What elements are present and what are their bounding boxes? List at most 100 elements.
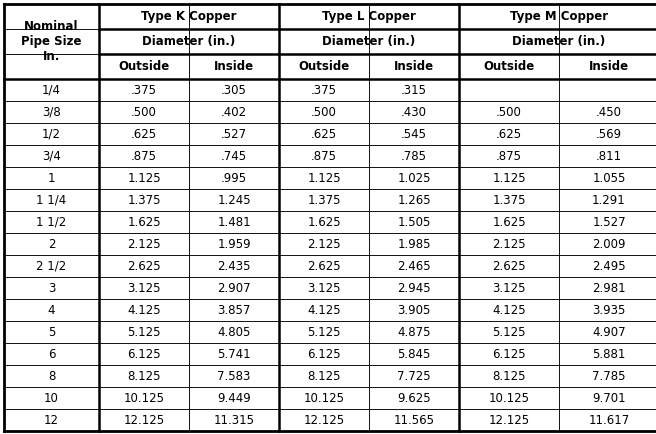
Bar — [279, 365, 369, 387]
Text: 2.125: 2.125 — [492, 237, 526, 250]
Text: 10.125: 10.125 — [304, 391, 344, 404]
Text: 4.907: 4.907 — [592, 326, 626, 339]
Text: 5.881: 5.881 — [592, 348, 626, 361]
Text: .402: .402 — [221, 105, 247, 118]
Bar — [189, 79, 279, 101]
Text: .500: .500 — [131, 105, 157, 118]
Text: 3.905: 3.905 — [398, 303, 431, 316]
Bar — [189, 233, 279, 255]
Bar — [369, 123, 459, 145]
Text: 8: 8 — [48, 369, 55, 382]
Bar — [459, 29, 559, 54]
Bar — [459, 54, 559, 79]
Bar — [279, 321, 369, 343]
Bar — [4, 167, 99, 189]
Text: .430: .430 — [401, 105, 427, 118]
Text: 4.805: 4.805 — [217, 326, 251, 339]
Bar — [279, 123, 369, 145]
Text: Diameter (in.): Diameter (in.) — [512, 35, 605, 48]
Bar — [279, 409, 369, 431]
Bar — [559, 4, 656, 29]
Bar — [279, 4, 369, 29]
Text: Inside: Inside — [589, 60, 629, 73]
Bar — [99, 167, 189, 189]
Bar — [369, 145, 459, 167]
Bar — [459, 167, 559, 189]
Text: 4.125: 4.125 — [127, 303, 161, 316]
Bar — [279, 145, 369, 167]
Text: 3/8: 3/8 — [42, 105, 61, 118]
Text: 2.907: 2.907 — [217, 282, 251, 295]
Text: 2.625: 2.625 — [307, 260, 341, 273]
Bar — [559, 233, 656, 255]
Bar — [459, 211, 559, 233]
Text: 7.785: 7.785 — [592, 369, 626, 382]
Bar — [99, 343, 189, 365]
Text: 12.125: 12.125 — [489, 414, 529, 427]
Text: .625: .625 — [496, 128, 522, 141]
Text: 2.125: 2.125 — [127, 237, 161, 250]
Text: .569: .569 — [596, 128, 622, 141]
Bar — [4, 255, 99, 277]
Text: .500: .500 — [496, 105, 522, 118]
Bar — [189, 365, 279, 387]
Text: 3: 3 — [48, 282, 55, 295]
Text: 5.125: 5.125 — [307, 326, 340, 339]
Bar — [279, 79, 369, 101]
Bar — [369, 387, 459, 409]
Text: Inside: Inside — [214, 60, 254, 73]
Bar — [4, 365, 99, 387]
Bar — [369, 365, 459, 387]
Text: Outside: Outside — [483, 60, 535, 73]
Bar — [459, 145, 559, 167]
Bar — [189, 101, 279, 123]
Text: 11.617: 11.617 — [588, 414, 630, 427]
Text: 1.245: 1.245 — [217, 194, 251, 207]
Text: .625: .625 — [131, 128, 157, 141]
Text: 9.449: 9.449 — [217, 391, 251, 404]
Bar — [459, 233, 559, 255]
Text: 3.125: 3.125 — [307, 282, 340, 295]
Text: 1.527: 1.527 — [592, 216, 626, 228]
Bar — [99, 145, 189, 167]
Bar — [4, 54, 99, 79]
Bar — [369, 101, 459, 123]
Text: 5.125: 5.125 — [127, 326, 161, 339]
Bar — [4, 387, 99, 409]
Text: 1.375: 1.375 — [307, 194, 340, 207]
Text: Type L Copper: Type L Copper — [322, 10, 416, 23]
Bar — [189, 387, 279, 409]
Bar — [559, 167, 656, 189]
Bar — [99, 54, 189, 79]
Bar — [279, 189, 369, 211]
Text: .527: .527 — [221, 128, 247, 141]
Bar — [4, 321, 99, 343]
Text: 5.125: 5.125 — [492, 326, 525, 339]
Bar — [189, 167, 279, 189]
Bar — [279, 343, 369, 365]
Text: 1.291: 1.291 — [592, 194, 626, 207]
Text: 2: 2 — [48, 237, 55, 250]
Bar — [559, 123, 656, 145]
Text: 1.505: 1.505 — [398, 216, 431, 228]
Bar — [4, 299, 99, 321]
Bar — [99, 79, 189, 101]
Text: 7.725: 7.725 — [397, 369, 431, 382]
Bar — [4, 343, 99, 365]
Text: 2.465: 2.465 — [397, 260, 431, 273]
Bar — [4, 233, 99, 255]
Text: 6: 6 — [48, 348, 55, 361]
Bar — [189, 409, 279, 431]
Text: Type M Copper: Type M Copper — [510, 10, 608, 23]
Text: 3.125: 3.125 — [127, 282, 161, 295]
Bar — [99, 4, 189, 29]
Bar — [369, 321, 459, 343]
Bar — [279, 211, 369, 233]
Bar — [189, 54, 279, 79]
Bar — [459, 101, 559, 123]
Text: .625: .625 — [311, 128, 337, 141]
Text: .745: .745 — [221, 149, 247, 162]
Text: 2.981: 2.981 — [592, 282, 626, 295]
Bar — [459, 277, 559, 299]
Bar — [559, 255, 656, 277]
